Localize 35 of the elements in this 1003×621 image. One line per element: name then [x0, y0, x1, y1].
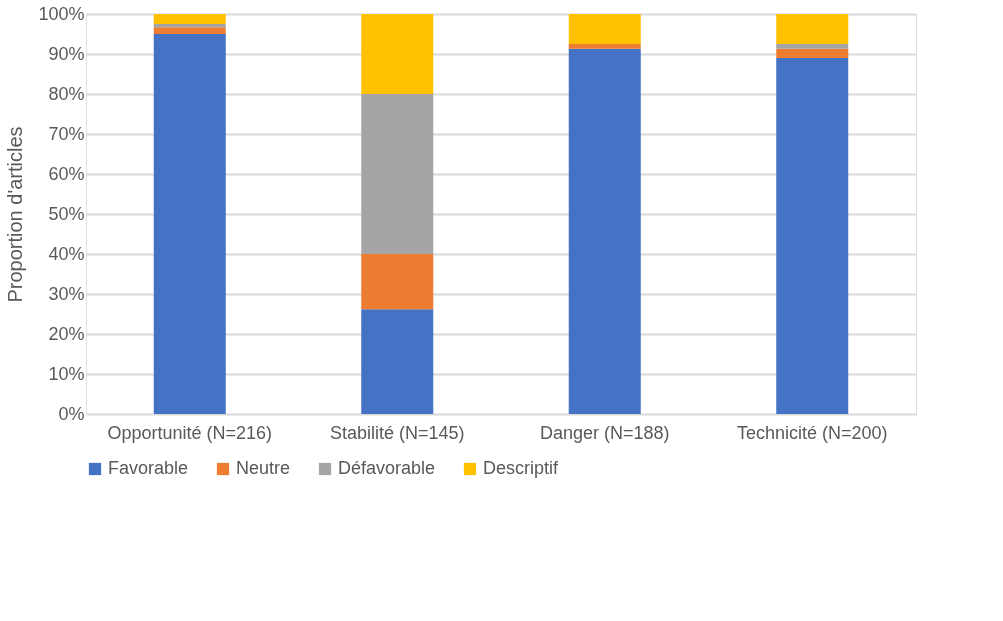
- bar: [568, 14, 641, 44]
- legend-label: Descriptif: [483, 458, 560, 478]
- legend-label: Défavorable: [338, 458, 436, 478]
- y-tick-label: 10%: [48, 363, 85, 384]
- y-tick-label: 90%: [48, 43, 85, 64]
- legend-label: Neutre: [236, 458, 291, 478]
- bar: [361, 309, 434, 414]
- x-tick-label: Technicité (N=200): [736, 422, 888, 443]
- bar: [361, 254, 434, 310]
- bar: [361, 94, 434, 254]
- y-tick-label: 50%: [48, 203, 85, 224]
- y-tick-label: 60%: [48, 163, 85, 184]
- bar: [361, 14, 434, 94]
- bar: [153, 14, 226, 24]
- y-tick-label: 0%: [58, 403, 85, 424]
- bar: [776, 44, 849, 49]
- bar: [776, 48, 849, 58]
- bar: [153, 34, 226, 414]
- x-tick-label: Danger (N=188): [539, 422, 670, 443]
- bar: [568, 44, 641, 49]
- y-tick-label: 70%: [48, 123, 85, 144]
- bar: [153, 27, 226, 34]
- y-tick-label: 20%: [48, 323, 85, 344]
- y-tick-label: 40%: [48, 243, 85, 264]
- bar: [776, 58, 849, 414]
- bar: [568, 48, 641, 414]
- y-tick-label: 30%: [48, 283, 85, 304]
- y-tick-label: 100%: [38, 3, 85, 24]
- y-tick-label: 80%: [48, 83, 85, 104]
- y-axis-title: Proportion d'articles: [4, 126, 27, 303]
- bar: [776, 14, 849, 44]
- legend-label: Favorable: [108, 458, 189, 478]
- x-tick-label: Stabilité (N=145): [329, 422, 465, 443]
- x-tick-label: Opportunité (N=216): [107, 422, 273, 443]
- bar: [153, 24, 226, 28]
